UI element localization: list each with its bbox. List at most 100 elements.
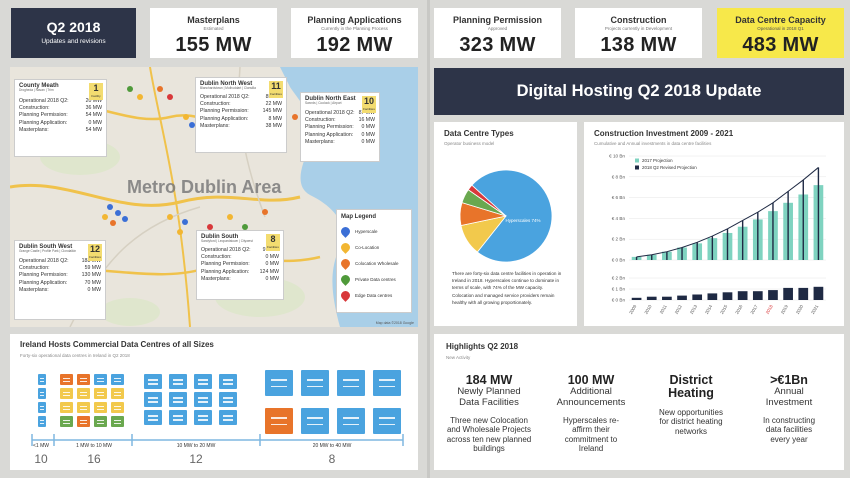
bar-annual-2018: [768, 290, 778, 300]
region-count: 12 Facilities: [88, 244, 102, 261]
region-card-dublin-south[interactable]: Dublin South Sandyford | Leopardstown | …: [196, 230, 284, 300]
bar-revised-2011: [666, 251, 668, 260]
region-card-county-meath[interactable]: County Meath Drogheda | Navan | Trim 1 Fa…: [14, 79, 107, 157]
rack-icon: [77, 374, 90, 385]
x-tick-label: 2013: [689, 304, 698, 315]
region-row: Masterplans: 0 MW: [19, 287, 101, 294]
center-divider: [427, 0, 430, 478]
x-tick-label: 2021: [810, 304, 819, 315]
bar-revised-2009: [635, 256, 638, 260]
region-row: Planning Permission: 0 MW: [305, 124, 375, 131]
rack-icon: [169, 374, 187, 389]
region-card-dublin-north-west[interactable]: Dublin North West Blanchardstown | Mulhu…: [195, 77, 287, 153]
y-tick-label: € 2 Bn: [612, 276, 626, 281]
region-row: Masterplans: 0 MW: [201, 276, 279, 283]
rack-icon: [60, 388, 73, 399]
kpi-data-centre-capacity: Data Centre Capacity Operational in 2018…: [717, 8, 844, 58]
map-legend: Map Legend Hyperscale Co-Location Coloca…: [336, 209, 412, 313]
x-tick-label: 2011: [659, 304, 668, 315]
rack-icon: [38, 416, 46, 427]
y-tick-label: € 0 Bn: [612, 258, 626, 263]
bar-revised-2013: [696, 242, 698, 260]
highlights-subtitle: New Activity: [446, 355, 471, 360]
rack-icon: [38, 402, 46, 413]
rack-icon: [337, 370, 365, 396]
bar-annual-2016: [737, 291, 748, 300]
metro-dublin-map[interactable]: Metro Dublin Area County Meath Drogheda …: [10, 67, 418, 327]
x-tick-label: 2020: [795, 304, 804, 315]
region-row: Operational 2018 Q2: 20 MW: [19, 97, 102, 104]
region-row: Planning Application: 70 MW: [19, 279, 101, 286]
investment-chart: € 0 Bn € 2 Bn € 4 Bn € 6 Bn € 8 Bn € 10 Bn € 0…: [609, 154, 826, 315]
bar-revised-2020: [802, 179, 804, 260]
highlights-panel: Highlights Q2 2018 New Activity 184 MW N…: [434, 334, 844, 470]
rack-icon: [301, 408, 329, 434]
bar-annual-2015: [722, 292, 733, 300]
size-label-lt1: <1 MW: [33, 443, 49, 449]
rack-icon: [77, 388, 90, 399]
bar-annual-2012: [677, 295, 687, 300]
bar-annual-2014: [707, 293, 718, 300]
kpi-value: 138 MW: [600, 34, 677, 56]
region-row: Planning Application: 0 MW: [19, 119, 102, 126]
kpi-sub: Currently in the Planning Process: [321, 26, 388, 31]
region-name: Dublin North West: [200, 81, 253, 87]
rack-icon: [60, 416, 73, 427]
bar-revised-2010: [651, 254, 653, 260]
rack-icon: [169, 392, 187, 407]
x-tick-label: 2018: [765, 304, 774, 315]
x-tick-label: 2010: [643, 304, 652, 315]
rack-icon: [301, 370, 329, 396]
rack-icon: [194, 374, 212, 389]
region-row: Planning Application: 124 MW: [201, 268, 279, 275]
region-sub: Grange Castle | Profile Park | Clondalki…: [19, 249, 77, 253]
kpi-value: 192 MW: [316, 34, 393, 56]
rack-icon: [219, 374, 237, 389]
region-row: Planning Permission: 145 MW: [200, 108, 282, 115]
rack-icon: [38, 374, 46, 385]
region-count: 1 Facility: [89, 83, 103, 100]
bar-annual-2010: [646, 296, 657, 300]
bar-annual-2020: [798, 287, 809, 300]
bar-revised-2014: [711, 236, 714, 260]
x-tick-label: 2009: [628, 304, 637, 315]
legend-item-edge: Edge Data centres: [339, 287, 407, 303]
region-card-dublin-south-west[interactable]: Dublin South West Grange Castle | Profil…: [14, 240, 106, 320]
bar-revised-2015: [726, 228, 729, 260]
kpi-title: Construction: [610, 15, 667, 25]
rack-icon: [111, 416, 124, 427]
region-card-dublin-north-east[interactable]: Dublin North East Swords | Coolock | Air…: [300, 92, 380, 162]
investment-subtitle: Cumulative and Annual investments in dat…: [594, 141, 712, 146]
rack-icon: [265, 370, 293, 396]
y-tick-label: € 2 Bn: [612, 237, 626, 242]
size-count-lt1: 10: [34, 452, 48, 466]
pie-label-hyperscales: Hyperscales 74%: [505, 218, 541, 223]
region-sub: Swords | Coolock | Airport: [305, 101, 342, 105]
y-tick-label: € 0 Bn: [612, 298, 626, 303]
highlight-newly-planned: 184 MW Newly Planned Data Facilities Thr…: [446, 373, 532, 454]
region-name: Dublin South West: [19, 244, 73, 250]
page-title-banner: Digital Hosting Q2 2018 Update: [434, 68, 844, 115]
legend-item-hyperscale: Hyperscale: [339, 223, 407, 239]
bar-revised-2021: [817, 167, 820, 260]
y-tick-label: € 1 Bn: [612, 287, 626, 292]
legend-item-co-location: Co-Location: [339, 239, 407, 255]
size-count-1-10: 16: [87, 452, 101, 466]
region-row: Construction: 59 MW: [19, 265, 101, 271]
sizes-subtitle: Forty-six operational data centres in Ir…: [20, 353, 130, 358]
region-count: 8 Facilities: [266, 234, 280, 251]
bar-annual-2011: [662, 296, 672, 300]
region-row: Masterplans: 38 MW: [200, 123, 282, 130]
rack-icon: [60, 374, 73, 385]
kpi-value: 483 MW: [742, 34, 819, 56]
region-row: Planning Permission: 54 MW: [19, 112, 102, 119]
x-tick-label: 2017: [749, 304, 758, 315]
kpi-value: 155 MW: [175, 34, 252, 56]
kpi-construction: Construction Projects currently in Devel…: [575, 8, 702, 58]
y-tick-label: € 4 Bn: [612, 216, 626, 221]
rack-icon: [111, 374, 124, 385]
bar-annual-2009: [631, 297, 642, 300]
construction-investment-panel: Construction Investment 2009 - 2021 Cumu…: [584, 122, 844, 326]
bar-revised-2016: [741, 220, 744, 260]
region-row: Construction: 16 MW: [305, 117, 375, 123]
